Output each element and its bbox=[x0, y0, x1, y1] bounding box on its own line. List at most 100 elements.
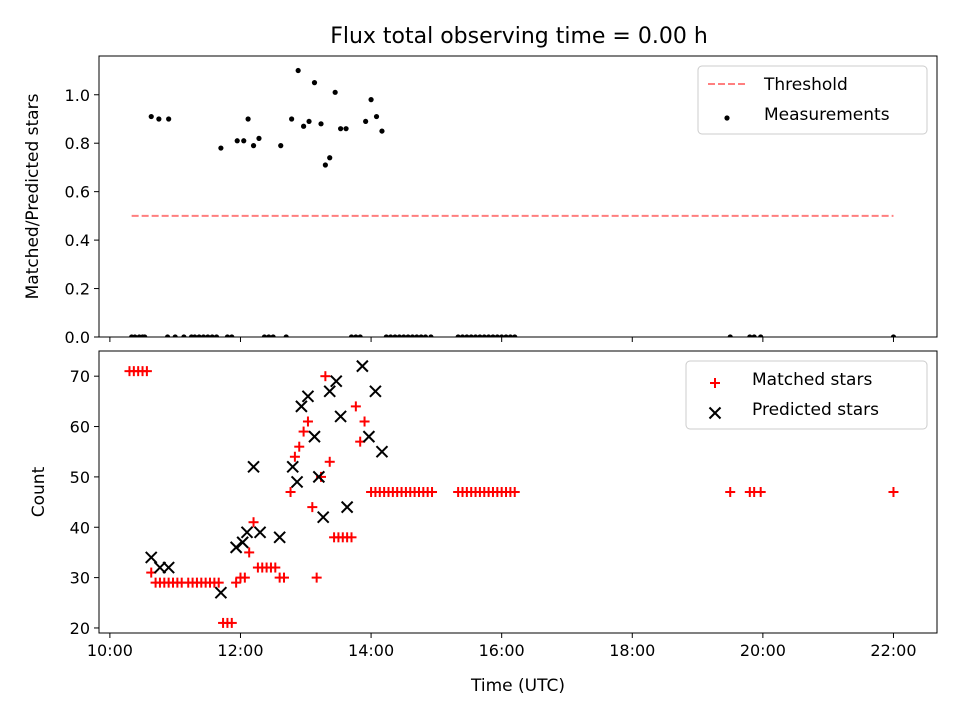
measurement-point bbox=[468, 334, 474, 337]
predicted-star-marker bbox=[273, 531, 286, 544]
y-tick-label: 0.2 bbox=[65, 280, 90, 299]
y-tick-label: 50 bbox=[70, 468, 90, 487]
matched-star-marker bbox=[888, 487, 899, 497]
y-tick-label: 20 bbox=[70, 619, 90, 638]
measurement-point bbox=[428, 334, 434, 337]
measurement-point bbox=[373, 113, 380, 120]
predicted-star-marker bbox=[229, 541, 243, 554]
measurement-point bbox=[409, 334, 416, 337]
predicted-marker-b bbox=[253, 526, 267, 539]
measurement-point bbox=[289, 116, 295, 122]
measurement-point bbox=[148, 113, 154, 120]
measurement-point bbox=[405, 334, 411, 337]
matched-star-marker bbox=[346, 532, 357, 543]
measurement-point bbox=[266, 334, 272, 337]
measurement-point bbox=[218, 145, 224, 151]
measurement-point bbox=[348, 334, 355, 337]
predicted-marker-b bbox=[247, 460, 260, 474]
matched-star-marker bbox=[311, 572, 322, 583]
measurement-point bbox=[481, 334, 487, 337]
predicted-star-marker bbox=[308, 430, 321, 443]
chart-title: Flux total observing time = 0.00 h bbox=[330, 24, 708, 49]
measurement-point bbox=[727, 334, 733, 337]
y-tick-label: 1.0 bbox=[65, 86, 90, 105]
y-tick-label: 70 bbox=[70, 367, 90, 386]
predicted-star-marker bbox=[240, 526, 254, 539]
predicted-star-marker bbox=[356, 359, 369, 373]
predicted-star-marker bbox=[312, 470, 326, 484]
measurement-point bbox=[357, 334, 363, 337]
matched-star-marker bbox=[324, 456, 335, 467]
ratio-panel: 0.0 0.2 0.4 0.6 0.8 1.0 Matched/Predicted star… bbox=[23, 55, 938, 347]
matched-star-marker bbox=[307, 502, 318, 513]
measurement-point bbox=[318, 121, 324, 127]
measurement-point bbox=[459, 334, 466, 337]
y-tick-label: 0.0 bbox=[65, 328, 90, 347]
measurement-point bbox=[455, 334, 461, 337]
y-axis-label: Matched/Predicted stars bbox=[23, 93, 43, 299]
measurement-point bbox=[332, 89, 338, 95]
x-tick-label: 20:00 bbox=[740, 641, 786, 660]
predicted-marker-b bbox=[301, 390, 315, 403]
measurement-point bbox=[396, 334, 402, 337]
measurement-point bbox=[401, 334, 407, 337]
predicted-star-marker bbox=[369, 385, 382, 398]
measurement-point bbox=[343, 126, 349, 132]
measurement-point bbox=[132, 334, 138, 337]
measurement-point bbox=[363, 118, 369, 125]
matched-star-marker bbox=[244, 547, 255, 558]
measurement-point bbox=[751, 334, 757, 337]
predicted-star-marker bbox=[330, 375, 343, 388]
axes-frame bbox=[98, 55, 938, 338]
matched-star-marker bbox=[279, 572, 290, 583]
measurement-point bbox=[414, 334, 420, 337]
plot-area bbox=[129, 67, 897, 337]
matched-star-marker bbox=[239, 572, 250, 583]
matched-star-marker bbox=[755, 487, 766, 497]
matched-star-marker bbox=[231, 577, 242, 588]
measurement-point bbox=[322, 162, 328, 168]
axes-frame bbox=[98, 350, 938, 634]
predicted-marker-b bbox=[145, 551, 158, 564]
measurement-point bbox=[306, 118, 312, 125]
measurement-point bbox=[388, 334, 394, 337]
measurement-point bbox=[172, 334, 178, 337]
legend-label: Threshold bbox=[763, 75, 848, 95]
predicted-marker-b bbox=[308, 430, 321, 443]
predicted-star-marker bbox=[286, 460, 299, 474]
y-axis-label: Count bbox=[29, 466, 49, 517]
measurement-point bbox=[503, 334, 509, 337]
predicted-marker-b bbox=[290, 475, 304, 489]
predicted-marker-b bbox=[334, 410, 347, 423]
predicted-star-marker bbox=[247, 460, 260, 474]
measurement-point bbox=[368, 97, 374, 103]
measurement-point bbox=[383, 334, 389, 337]
matched-star-marker bbox=[302, 416, 313, 427]
x-tick-label: 10:00 bbox=[87, 641, 133, 660]
predicted-star-marker bbox=[290, 475, 304, 489]
predicted-star-marker bbox=[375, 445, 389, 458]
measurement-point bbox=[507, 334, 513, 337]
predicted-marker-b bbox=[375, 445, 389, 458]
predicted-marker-b bbox=[316, 510, 330, 524]
legend: Matched stars Predicted stars bbox=[685, 360, 928, 430]
measurement-point bbox=[392, 334, 398, 337]
legend-label: Predicted stars bbox=[752, 400, 879, 420]
matched-star-marker bbox=[359, 416, 370, 427]
x-tick-label: 22:00 bbox=[870, 641, 916, 660]
legend-measurement-swatch bbox=[724, 115, 730, 121]
legend-predicted-swatch bbox=[708, 406, 722, 420]
measurement-point bbox=[494, 334, 500, 337]
predicted-marker-b bbox=[295, 400, 308, 413]
predicted-star-marker bbox=[162, 561, 175, 574]
measurement-point bbox=[486, 334, 492, 337]
predicted-star-marker bbox=[214, 586, 228, 599]
predicted-marker-b bbox=[236, 536, 249, 549]
x-tick-label: 18:00 bbox=[609, 641, 655, 660]
measurement-point bbox=[327, 155, 333, 161]
y-tick-label: 0.8 bbox=[65, 134, 90, 153]
predicted-marker-b bbox=[312, 470, 326, 484]
predicted-star-marker bbox=[295, 400, 308, 413]
y-tick-label: 0.4 bbox=[65, 231, 90, 250]
